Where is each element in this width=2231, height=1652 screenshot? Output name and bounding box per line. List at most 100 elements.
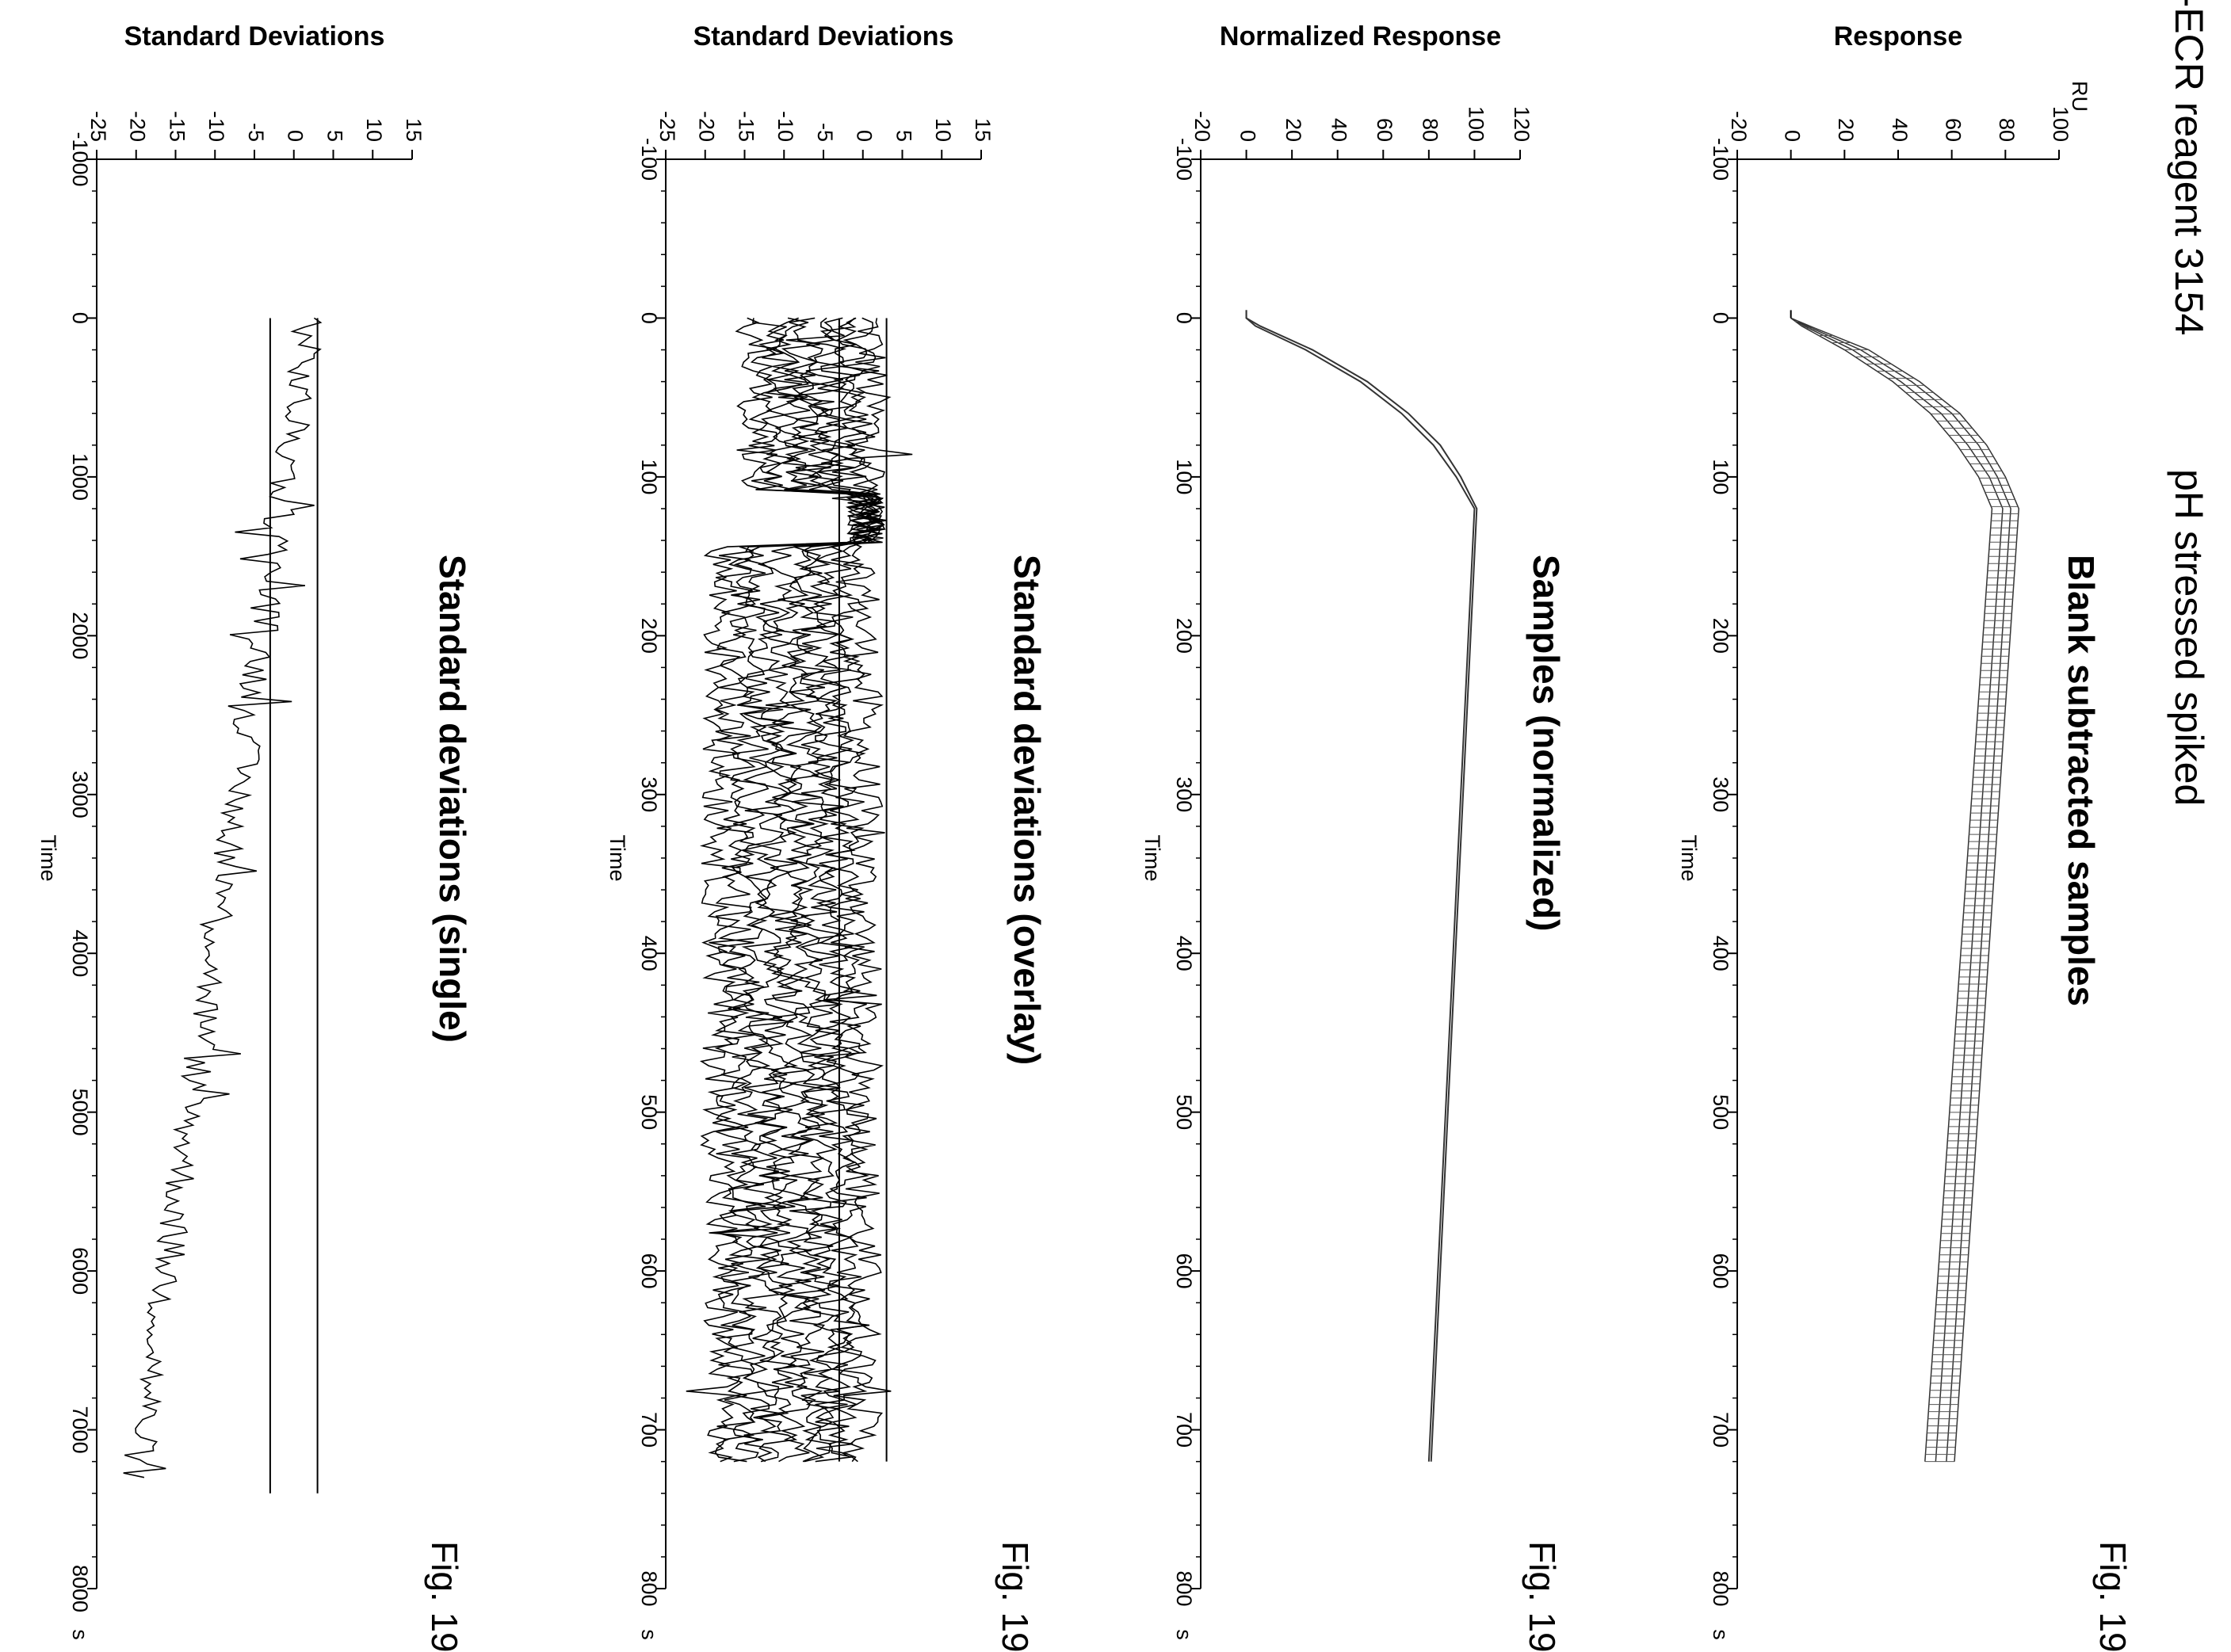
chart-19a: -100 0 100 200 300 400 500 600 700 800 s -20 0 20 40 60… <box>1677 21 2134 1652</box>
y-tick-label: -20 <box>1190 111 1214 142</box>
y-tick-label: 20 <box>1282 118 1305 142</box>
chart-title: Standard deviations (overlay) <box>1007 555 1048 1065</box>
y-tick-label: -10 <box>204 111 228 142</box>
y-tick-label: 100 <box>2049 106 2072 142</box>
x-tick-label: 800 <box>637 1570 661 1606</box>
x-tick-label: -100 <box>1172 138 1196 181</box>
plot-area <box>1245 310 1478 1462</box>
x-unit-label: s <box>68 1629 92 1640</box>
y-tick-label: 15 <box>971 118 995 142</box>
y-tick-label: 80 <box>1995 118 2019 142</box>
y-tick-label: 40 <box>1888 118 1912 142</box>
y-tick-label: 0 <box>853 130 877 142</box>
x-tick-label: 5000 <box>68 1089 92 1136</box>
x-unit-label: s <box>1172 1629 1196 1640</box>
figure-label: Fig. 19b <box>1522 1541 1563 1652</box>
y-axis-title: Response <box>1834 21 1963 52</box>
x-tick-label: 400 <box>637 936 661 971</box>
x-tick-label: 7000 <box>68 1406 92 1454</box>
series-line <box>1245 310 1478 1462</box>
y-tick-label: 5 <box>323 130 346 142</box>
y-tick-label: 15 <box>402 118 426 142</box>
x-unit-label: s <box>1709 1629 1732 1640</box>
series-line <box>824 318 892 1463</box>
plot-area <box>1790 310 2020 1463</box>
y-tick-label: -15 <box>734 111 758 142</box>
x-tick-label: 200 <box>1709 618 1732 654</box>
y-tick-label: -10 <box>774 111 797 142</box>
x-tick-label: 200 <box>637 618 661 654</box>
series-line <box>123 317 323 1478</box>
series-line <box>686 317 886 1463</box>
plot-area <box>686 317 913 1463</box>
x-tick-label: 600 <box>1172 1253 1196 1289</box>
x-tick-label: 2000 <box>68 612 92 659</box>
x-tick-label: 0 <box>637 312 661 324</box>
x-tick-label: -1000 <box>68 132 92 186</box>
x-tick-label: 0 <box>68 312 92 324</box>
y-tick-label: 20 <box>1834 118 1858 142</box>
x-tick-label: 700 <box>1172 1412 1196 1448</box>
x-tick-label: 1000 <box>68 453 92 501</box>
x-tick-label: 0 <box>1172 312 1196 324</box>
y-axis-title: Standard Deviations <box>124 21 385 52</box>
x-axis-title: Time <box>606 835 629 882</box>
y-axis-title: Normalized Response <box>1220 21 1501 52</box>
x-axis-title: Time <box>36 835 60 882</box>
series-line <box>1790 317 1993 1462</box>
series-line <box>766 317 883 1463</box>
x-tick-label: 100 <box>1172 459 1196 494</box>
y-tick-label: -25 <box>655 111 679 142</box>
y-tick-label: -5 <box>244 123 268 142</box>
figure-label: Fig. 19c <box>995 1541 1036 1652</box>
series-line <box>789 317 885 1463</box>
x-tick-label: 8000 <box>68 1565 92 1612</box>
x-tick-label: 6000 <box>68 1247 92 1295</box>
y-tick-label: 60 <box>1373 118 1396 142</box>
x-tick-label: 500 <box>1709 1094 1732 1130</box>
x-tick-label: 100 <box>1709 459 1732 494</box>
x-axis-title: Time <box>1140 835 1164 882</box>
series-line <box>714 318 886 1463</box>
y-tick-label: 100 <box>1464 106 1488 142</box>
y-tick-label: -20 <box>1727 111 1751 142</box>
figure-label: Fig. 19a <box>2092 1541 2134 1652</box>
x-tick-label: 800 <box>1709 1570 1732 1606</box>
chart-19d: -1000 0 1000 2000 3000 4000 5000 6000 7000 8000 s -… <box>36 21 473 1652</box>
series-line <box>757 317 884 1463</box>
y-tick-label: 10 <box>931 118 955 142</box>
series-line <box>1245 310 1476 1462</box>
y-unit-label: RU <box>2068 81 2092 112</box>
y-axis-title: Standard Deviations <box>693 21 954 52</box>
chart-title: Blank subtracted samples <box>2061 555 2102 1006</box>
x-tick-label: 400 <box>1709 936 1732 971</box>
x-tick-label: 300 <box>1709 776 1732 812</box>
x-tick-label: 600 <box>637 1253 661 1289</box>
y-tick-label: -20 <box>126 111 150 142</box>
y-tick-label: 0 <box>284 130 308 142</box>
y-tick-label: -5 <box>813 123 837 142</box>
y-tick-label: 60 <box>1942 118 1965 142</box>
x-tick-label: 0 <box>1709 312 1732 324</box>
x-tick-label: 700 <box>1709 1412 1732 1448</box>
x-tick-label: 400 <box>1172 936 1196 971</box>
y-tick-label: -25 <box>86 111 110 142</box>
x-tick-label: 500 <box>637 1094 661 1130</box>
series-line <box>1790 317 2020 1462</box>
x-tick-label: 600 <box>1709 1253 1732 1289</box>
x-tick-label: 100 <box>637 459 661 494</box>
y-tick-label: -15 <box>165 111 189 142</box>
y-tick-label: 80 <box>1419 118 1442 142</box>
page-title-line1: MabX-ECR reagent 3154 <box>2167 0 2211 335</box>
x-unit-label: s <box>637 1629 661 1640</box>
y-tick-label: 5 <box>892 130 915 142</box>
x-tick-label: 700 <box>637 1412 661 1448</box>
x-tick-label: -100 <box>637 138 661 181</box>
y-tick-label: 120 <box>1510 106 1534 142</box>
y-tick-label: 0 <box>1236 130 1259 142</box>
x-axis-title: Time <box>1677 835 1701 882</box>
x-tick-label: 200 <box>1172 618 1196 654</box>
series-line <box>1790 317 2011 1462</box>
